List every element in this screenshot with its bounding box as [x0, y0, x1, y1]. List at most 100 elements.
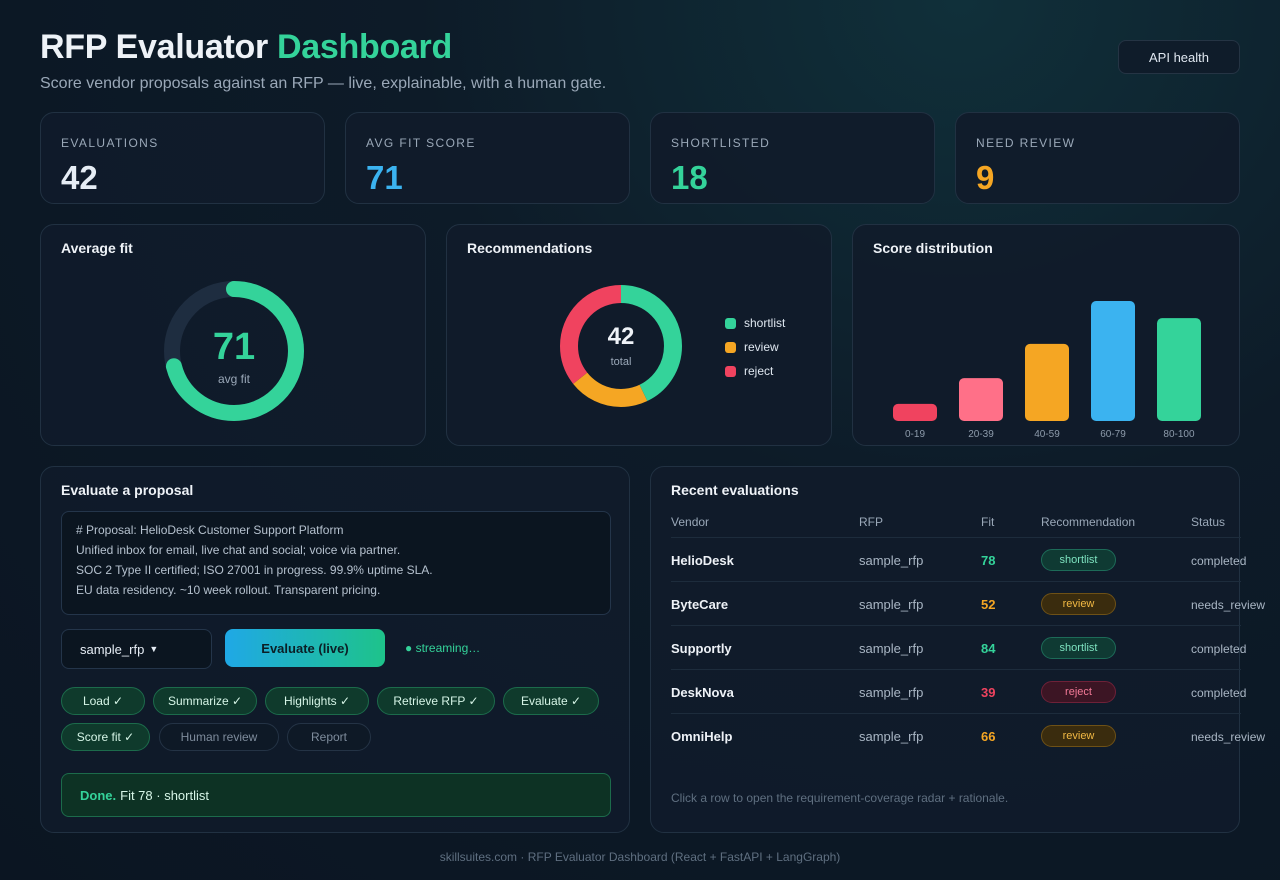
- streaming-status: ● streaming…: [405, 641, 481, 655]
- page-subtitle: Score vendor proposals against an RFP — …: [40, 75, 607, 92]
- gauge-value: 71: [213, 326, 255, 368]
- legend-item-review: review: [725, 335, 785, 359]
- gauge-arc: [164, 281, 304, 421]
- vendor-cell: OmniHelp: [671, 729, 733, 744]
- column-header-recommendation: Recommendation: [1041, 515, 1136, 529]
- stat-card-evaluations: EVALUATIONS 42: [40, 112, 325, 204]
- step-chip-summarize[interactable]: Summarize ✓: [153, 687, 257, 715]
- title-main: RFP Evaluator: [40, 28, 268, 66]
- fit-cell: 39: [981, 685, 996, 700]
- fit-cell: 78: [981, 553, 996, 568]
- step-chip-human-review[interactable]: Human review: [159, 723, 279, 751]
- chart-title: Score distribution: [873, 240, 993, 256]
- legend-swatch: [725, 365, 736, 377]
- rfp-cell: sample_rfp: [859, 553, 924, 568]
- row-divider: [671, 537, 1241, 538]
- result-banner: Done. Fit 78 · shortlist: [61, 773, 611, 817]
- card-title: Recommendations: [467, 240, 593, 256]
- evaluate-live-button[interactable]: Evaluate (live): [225, 629, 385, 667]
- proposal-line: SOC 2 Type II certified; ISO 27001 in pr…: [76, 563, 433, 577]
- gauge-caption: avg fit: [218, 372, 251, 386]
- column-header-fit: Fit: [981, 515, 995, 529]
- recommendations-card: Recommendations 42 total shortlist revie…: [446, 224, 832, 446]
- stat-value: 42: [61, 159, 98, 196]
- caret-down-icon: ▼: [149, 644, 159, 654]
- legend-label: review: [744, 340, 779, 354]
- column-header-status: Status: [1191, 515, 1226, 529]
- stat-label: SHORTLISTED: [671, 136, 771, 150]
- table-row[interactable]: ByteCare sample_rfp 52 review needs_revi…: [651, 581, 1265, 625]
- stat-card-shortlisted: SHORTLISTED 18: [650, 112, 935, 204]
- table-row[interactable]: DeskNova sample_rfp 39 reject completed: [651, 669, 1246, 713]
- legend-swatch: [725, 317, 736, 329]
- recommendation-badge: shortlist: [1041, 549, 1116, 571]
- vendor-cell: DeskNova: [671, 685, 734, 700]
- card-title: Recent evaluations: [671, 482, 799, 498]
- card-title: Average fit: [61, 240, 133, 256]
- step-chip-score-fit[interactable]: Score fit ✓: [61, 723, 150, 751]
- recommendations-donut: 42 total: [560, 285, 682, 407]
- legend-label: shortlist: [744, 316, 786, 330]
- api-health-button[interactable]: API health: [1118, 40, 1240, 74]
- step-chip-retrieve-rfp[interactable]: Retrieve RFP ✓: [377, 687, 495, 715]
- table-row[interactable]: OmniHelp sample_rfp 66 review needs_revi…: [651, 713, 1265, 757]
- fit-cell: 66: [981, 729, 996, 744]
- recent-evaluations-card: Recent evaluations Vendor RFP Fit Recomm…: [650, 466, 1265, 833]
- row-divider: [671, 581, 1241, 582]
- legend-item-shortlist: shortlist: [725, 311, 785, 335]
- title-accent: Dashboard: [277, 28, 452, 66]
- page-title: RFP Evaluator Dashboard: [40, 28, 606, 67]
- bar-label: 0-19: [905, 429, 925, 440]
- rfp-select[interactable]: sample_rfp ▼: [61, 629, 212, 669]
- bar-40-59: [1025, 343, 1069, 421]
- row-divider: [671, 669, 1241, 670]
- step-chip-evaluate[interactable]: Evaluate ✓: [503, 687, 599, 715]
- score-distribution-chart: 0-19 20-39 40-59 60-79 80-100: [893, 301, 1201, 440]
- bar-60-79: [1091, 301, 1135, 421]
- status-cell: needs_review: [1191, 598, 1266, 612]
- table-hint: Click a row to open the requirement-cove…: [671, 791, 1009, 805]
- table-row[interactable]: Supportly sample_rfp 84 shortlist comple…: [651, 625, 1246, 669]
- donut-slice-reject: [560, 285, 682, 407]
- recommendation-badge: review: [1041, 593, 1116, 615]
- legend-item-reject: reject: [725, 359, 785, 383]
- step-chip-load[interactable]: Load ✓: [61, 687, 145, 715]
- legend-label: reject: [744, 364, 774, 378]
- status-cell: needs_review: [1191, 730, 1266, 744]
- donut-legend: shortlist review reject: [725, 311, 785, 383]
- proposal-textarea[interactable]: # Proposal: HelioDesk Customer Support P…: [61, 511, 611, 615]
- status-cell: completed: [1191, 686, 1247, 700]
- rfp-cell: sample_rfp: [859, 729, 924, 744]
- card-title: Evaluate a proposal: [61, 482, 194, 498]
- bar-20-39: [959, 378, 1003, 421]
- column-header-rfp: RFP: [859, 515, 883, 529]
- bar-80-100: [1157, 318, 1201, 421]
- proposal-line: EU data residency. ~10 week rollout. Tra…: [76, 583, 381, 597]
- page-footer: skillsuites.com · RFP Evaluator Dashboar…: [439, 850, 841, 864]
- proposal-line: # Proposal: HelioDesk Customer Support P…: [76, 523, 344, 537]
- rfp-cell: sample_rfp: [859, 685, 924, 700]
- step-chip-report[interactable]: Report: [287, 723, 371, 751]
- step-chip-highlights[interactable]: Highlights ✓: [265, 687, 369, 715]
- vendor-cell: ByteCare: [671, 597, 729, 612]
- table-row[interactable]: HelioDesk sample_rfp 78 shortlist comple…: [651, 537, 1246, 581]
- stat-value: 71: [366, 159, 403, 196]
- stat-label: NEED REVIEW: [976, 136, 1076, 150]
- fit-cell: 84: [981, 641, 996, 656]
- legend-swatch: [725, 341, 736, 353]
- rfp-cell: sample_rfp: [859, 641, 924, 656]
- score-distribution-card: Score distribution 0-19 20-39 40-59 60-79 80…: [852, 224, 1240, 446]
- evaluate-card: Evaluate a proposal # Proposal: HelioDes…: [40, 466, 630, 833]
- recommendation-badge: shortlist: [1041, 637, 1116, 659]
- rfp-select-value: sample_rfp: [80, 641, 145, 657]
- stat-value: 9: [976, 159, 995, 196]
- fit-cell: 52: [981, 597, 996, 612]
- bar-label: 20-39: [968, 429, 994, 440]
- vendor-cell: Supportly: [671, 641, 732, 656]
- bar-label: 60-79: [1100, 429, 1126, 440]
- stat-label: AVG FIT SCORE: [366, 136, 476, 150]
- donut-slice-review: [560, 285, 682, 407]
- stat-card-avg-fit: AVG FIT SCORE 71: [345, 112, 630, 204]
- result-banner-strong: Done.: [80, 787, 117, 803]
- donut-total: 42: [608, 323, 635, 350]
